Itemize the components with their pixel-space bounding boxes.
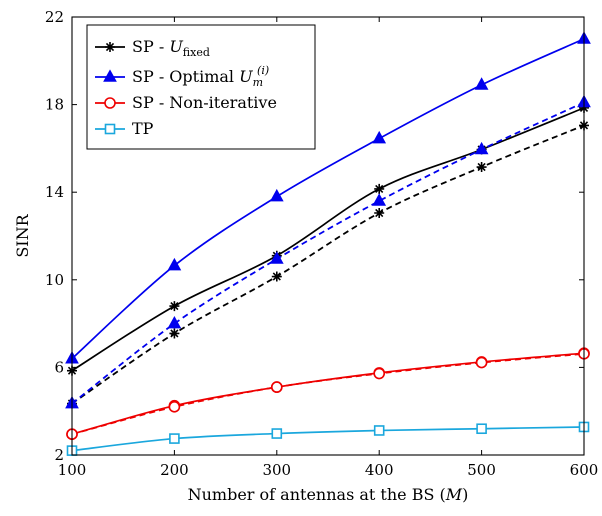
data-point-star	[169, 328, 180, 339]
data-point-star	[169, 301, 180, 312]
y-tick-label: 14	[45, 183, 64, 201]
legend-entry: SP - Ufixed	[95, 37, 210, 59]
series-line	[71, 352, 585, 436]
data-point-star	[271, 271, 282, 282]
x-tick-label: 500	[467, 461, 496, 479]
series-1	[67, 120, 589, 409]
legend-entry: SP - Optimal Um(i)	[95, 64, 269, 89]
data-point-triangle	[103, 69, 117, 82]
legend-label: SP - Ufixed	[132, 37, 210, 59]
data-point-star	[476, 162, 487, 173]
data-point-triangle	[372, 130, 387, 144]
series-line	[71, 352, 585, 436]
data-point-triangle	[167, 257, 182, 271]
data-point-triangle	[474, 141, 489, 155]
y-tick-label: 22	[45, 8, 64, 26]
series-line	[71, 101, 585, 405]
x-tick-label: 200	[160, 461, 189, 479]
series-5	[66, 348, 590, 440]
data-point-circle	[270, 381, 283, 393]
data-point-triangle	[269, 251, 284, 264]
data-point-star	[374, 183, 385, 194]
y-tick-label: 2	[54, 446, 64, 464]
data-point-square	[271, 428, 283, 439]
data-point-circle	[373, 367, 386, 380]
series-line	[71, 38, 585, 360]
data-point-circle	[168, 401, 181, 413]
plot-border	[71, 16, 585, 456]
y-tick-label: 10	[45, 271, 64, 289]
series-6	[66, 421, 590, 456]
data-point-star	[105, 42, 115, 52]
legend-label: SP - Non-iterative	[132, 93, 277, 112]
y-axis-label: SINR	[13, 213, 32, 257]
x-tick-label: 300	[262, 461, 291, 479]
x-axis-label: Number of antennas at the BS (M)	[188, 485, 469, 504]
data-point-square	[169, 433, 180, 444]
data-point-triangle	[474, 77, 489, 90]
x-tick-label: 100	[58, 461, 87, 479]
data-point-triangle	[372, 193, 387, 206]
legend-entry: SP - Non-iterative	[95, 93, 277, 112]
legend-label: TP	[132, 119, 154, 138]
plot-frame	[71, 16, 585, 456]
series-line	[71, 124, 585, 405]
legend-label: SP - Optimal Um(i)	[132, 64, 269, 89]
x-tick-label: 400	[365, 461, 394, 479]
y-tick-label: 6	[54, 358, 64, 376]
data-point-square	[104, 123, 116, 135]
data-point-triangle	[167, 315, 182, 329]
data-point-circle	[104, 97, 116, 109]
data-point-triangle	[269, 188, 284, 202]
data-point-square	[476, 423, 487, 435]
x-tick-label: 600	[570, 461, 599, 479]
series-4	[66, 347, 590, 440]
legend: SP - Ufixed SP - Optimal Um(i) SP - Non-it…	[86, 24, 316, 150]
axes: 100 200 300 400 500 600 2 6 10 14 18 22 Number of an…	[13, 8, 598, 504]
data-point-circle	[475, 356, 488, 369]
legend-box	[86, 24, 316, 150]
series-line	[71, 426, 585, 452]
data-point-square	[373, 425, 385, 436]
legend-entry: TP	[95, 119, 154, 138]
data-point-star	[374, 208, 385, 219]
y-tick-label: 18	[45, 96, 64, 114]
